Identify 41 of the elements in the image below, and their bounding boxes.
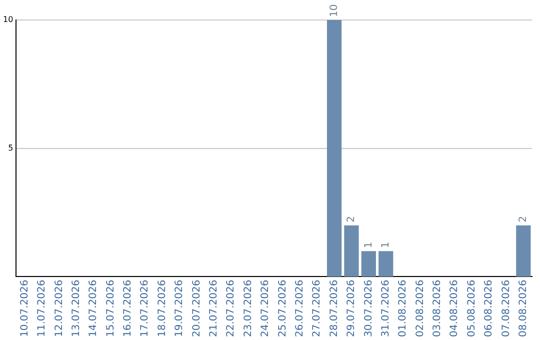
x-tick-label: 15.07.2026 <box>105 280 116 338</box>
x-tick-label: 10.07.2026 <box>19 280 30 338</box>
data-label: 1 <box>363 242 374 248</box>
data-label: 1 <box>380 242 392 248</box>
x-tick-label: 26.07.2026 <box>294 280 306 338</box>
data-label: 10 <box>328 4 340 17</box>
x-tick-label: 12.07.2026 <box>54 280 65 338</box>
bar <box>361 251 376 277</box>
x-tick-label: 02.08.2026 <box>414 280 426 338</box>
data-label: 2 <box>346 216 358 222</box>
data-label: 2 <box>518 216 529 222</box>
x-tick-label: 11.07.2026 <box>36 280 48 338</box>
x-tick-label: 07.08.2026 <box>500 280 512 338</box>
x-tick-label: 14.07.2026 <box>88 280 100 338</box>
x-tick-label: 22.07.2026 <box>226 280 237 338</box>
x-tick-label: 19.07.2026 <box>174 280 186 338</box>
x-tick-label: 03.08.2026 <box>432 280 444 338</box>
x-tick-label: 18.07.2026 <box>156 280 168 338</box>
x-tick-label: 21.07.2026 <box>208 280 220 338</box>
bar <box>378 251 394 277</box>
x-tick-label: 27.07.2026 <box>312 280 323 338</box>
bar <box>326 20 342 277</box>
x-tick-label: 05.08.2026 <box>466 280 478 338</box>
x-tick-label: 17.07.2026 <box>140 280 151 338</box>
x-tick-label: 01.08.2026 <box>398 280 409 338</box>
y-tick-label: 5 <box>8 143 14 152</box>
x-tick-label: 31.07.2026 <box>380 280 392 338</box>
x-tick-label: 20.07.2026 <box>191 280 202 338</box>
x-tick-label: 24.07.2026 <box>260 280 272 338</box>
x-tick-label: 25.07.2026 <box>277 280 288 338</box>
x-tick-label: 16.07.2026 <box>122 280 134 338</box>
x-tick-label: 08.08.2026 <box>518 280 529 338</box>
x-tick-label: 29.07.2026 <box>346 280 358 338</box>
bar <box>344 225 359 277</box>
bar <box>516 225 531 277</box>
x-tick-label: 28.07.2026 <box>328 280 340 338</box>
x-tick-label: 06.08.2026 <box>484 280 495 338</box>
x-tick-label: 13.07.2026 <box>70 280 82 338</box>
x-tick-label: 23.07.2026 <box>242 280 254 338</box>
x-tick-label: 30.07.2026 <box>363 280 374 338</box>
x-tick-label: 04.08.2026 <box>449 280 460 338</box>
